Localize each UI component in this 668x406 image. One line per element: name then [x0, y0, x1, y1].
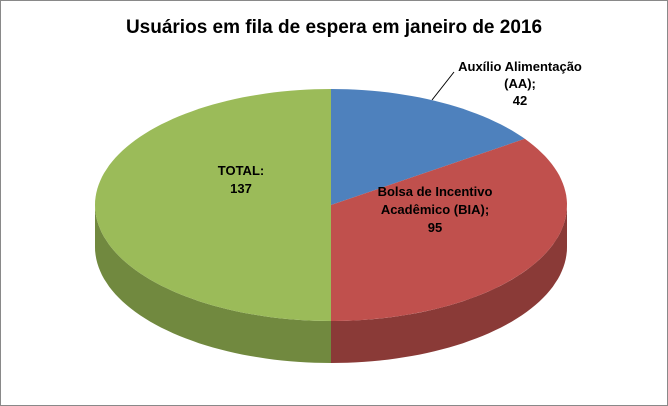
data-label-total: TOTAL: 137	[161, 162, 321, 198]
label-line: TOTAL:	[217, 163, 265, 178]
data-label-bia: Bolsa de Incentivo Acadêmico (BIA); 95	[345, 183, 525, 237]
label-line: 137	[230, 181, 252, 196]
pie-slice-2	[95, 89, 331, 321]
label-line: Bolsa de Incentivo	[377, 184, 493, 199]
data-label-aa: Auxílio Alimentação (AA); 42	[437, 58, 603, 109]
label-line: Acadêmico (BIA);	[380, 202, 490, 217]
label-line: 42	[512, 93, 528, 108]
label-line: (AA);	[504, 76, 536, 91]
chart-title: Usuários em fila de espera em janeiro de…	[125, 17, 543, 38]
leader-line-aa	[431, 71, 455, 101]
label-line: 95	[427, 220, 443, 235]
pie-slice-side-1	[331, 205, 567, 363]
pie-slice-0	[331, 89, 525, 205]
pie-slice-1	[331, 138, 567, 321]
pie-slice-side-2	[95, 205, 331, 363]
label-line: Auxílio Alimentação	[458, 59, 582, 74]
